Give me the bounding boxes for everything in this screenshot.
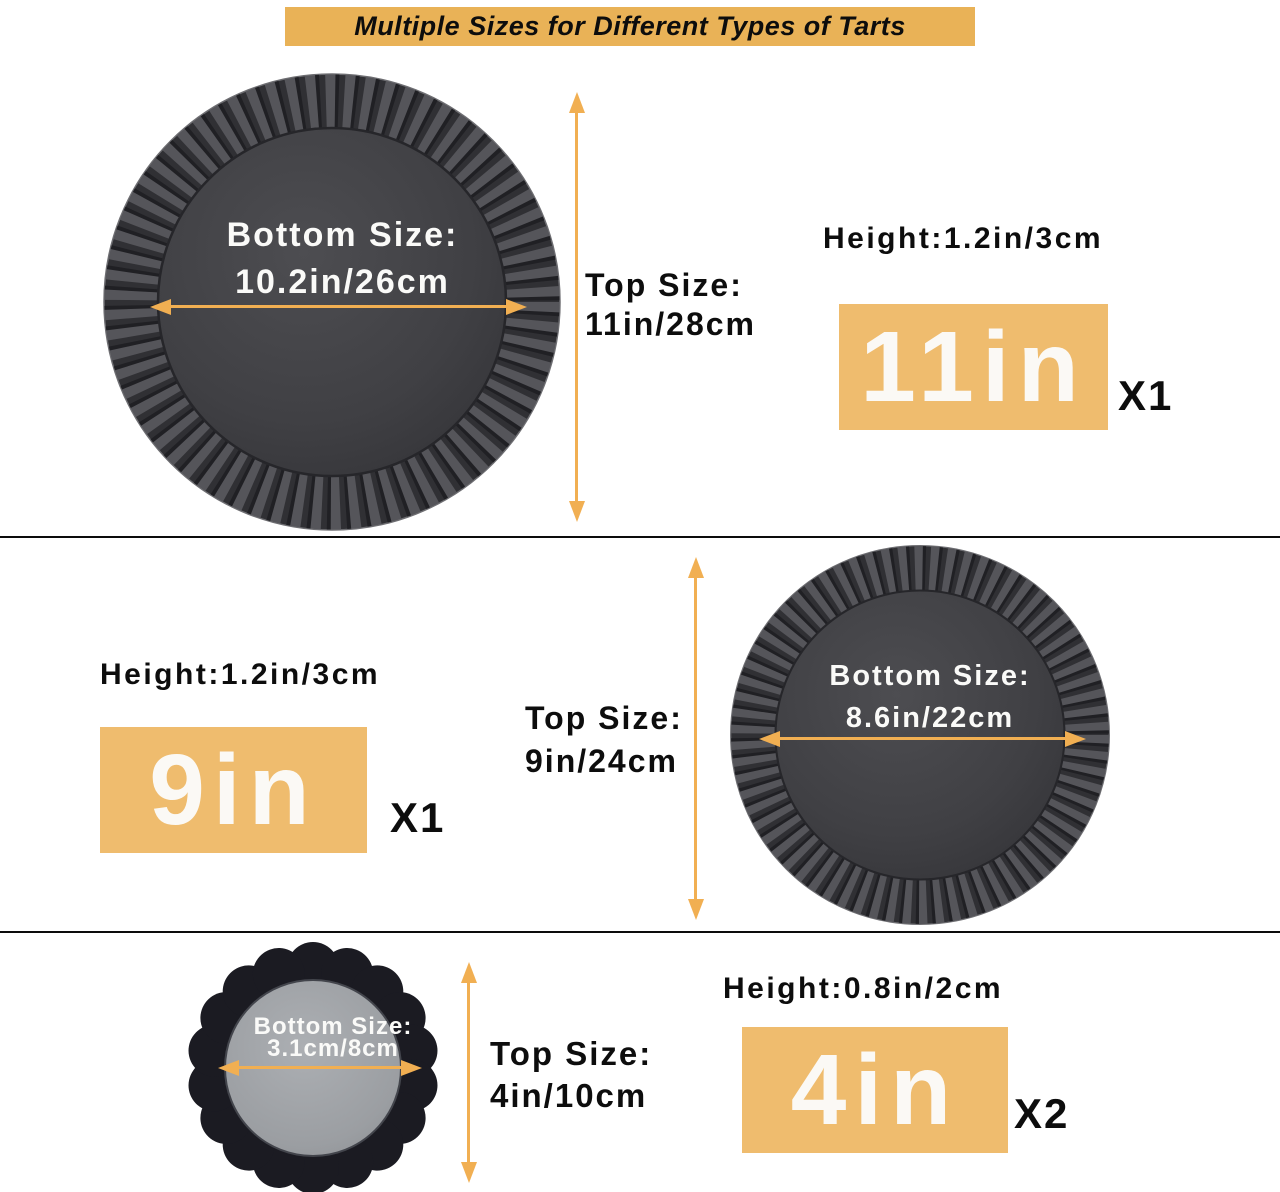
top-size-title: Top Size:: [490, 1035, 653, 1072]
banner-title: Multiple Sizes for Different Types of Ta…: [354, 11, 906, 41]
bottom-size-label-11in: Bottom Size: 10.2in/26cm: [190, 212, 495, 306]
section-divider-2: [0, 931, 1280, 933]
bottom-diameter-arrow-9in: [759, 730, 1086, 747]
top-size-title: Top Size:: [525, 700, 683, 736]
bottom-diameter-arrow-4in: [218, 1059, 422, 1076]
size-badge-text: 9in: [149, 734, 318, 846]
bottom-size-value: 8.6in/22cm: [845, 702, 1015, 734]
top-size-value: 4in/10cm: [490, 1077, 648, 1114]
top-size-title: Top Size:: [585, 267, 743, 303]
title-banner: Multiple Sizes for Different Types of Ta…: [285, 7, 975, 46]
top-size-value: 11in/28cm: [585, 306, 756, 342]
top-size-value: 9in/24cm: [525, 743, 678, 779]
size-badge-text: 4in: [790, 1034, 960, 1146]
bottom-size-title: Bottom Size:: [829, 660, 1031, 692]
top-size-label-9in: Top Size: 9in/24cm: [525, 697, 683, 783]
quantity-label-11in: X1: [1118, 372, 1174, 419]
bottom-size-title: Bottom Size:: [226, 216, 459, 254]
quantity-label-4in: X2: [1014, 1090, 1070, 1137]
size-badge-9in: 9in: [100, 727, 367, 853]
top-diameter-arrow-4in: [460, 962, 477, 1183]
quantity-label-9in: X1: [390, 794, 446, 841]
height-label-11in: Height:1.2in/3cm: [823, 222, 1104, 255]
size-badge-text: 11in: [860, 311, 1087, 423]
tart-pan-photo-11in: [103, 73, 561, 531]
bottom-size-title: Bottom Size:: [253, 1013, 413, 1040]
top-diameter-arrow-11in: [568, 92, 585, 522]
bottom-size-value: 10.2in/26cm: [235, 263, 450, 301]
bottom-size-label-4in: Bottom Size: 3.1cm/8cm: [233, 1013, 433, 1062]
top-diameter-arrow-9in: [687, 557, 704, 920]
height-label-9in: Height:1.2in/3cm: [100, 658, 381, 691]
section-divider-1: [0, 536, 1280, 538]
top-size-label-11in: Top Size: 11in/28cm: [585, 266, 756, 344]
size-badge-4in: 4in: [742, 1027, 1008, 1153]
bottom-size-label-9in: Bottom Size: 8.6in/22cm: [800, 655, 1060, 739]
size-badge-11in: 11in: [839, 304, 1108, 430]
top-size-label-4in: Top Size: 4in/10cm: [490, 1033, 652, 1117]
height-label-4in: Height:0.8in/2cm: [723, 972, 1004, 1005]
bottom-size-value: 3.1cm/8cm: [267, 1035, 399, 1062]
bottom-diameter-arrow-11in: [150, 298, 527, 315]
